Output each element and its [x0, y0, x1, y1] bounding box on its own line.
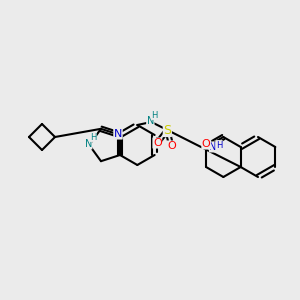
Text: S: S — [163, 124, 171, 136]
Text: H: H — [151, 110, 158, 119]
Text: O: O — [167, 141, 176, 151]
Text: H: H — [90, 133, 96, 142]
Text: N: N — [114, 129, 122, 139]
Text: N: N — [85, 139, 92, 149]
Text: N: N — [147, 116, 154, 126]
Text: O: O — [153, 138, 162, 148]
Text: N: N — [209, 142, 217, 152]
Text: O: O — [202, 139, 211, 149]
Text: H: H — [216, 140, 222, 149]
